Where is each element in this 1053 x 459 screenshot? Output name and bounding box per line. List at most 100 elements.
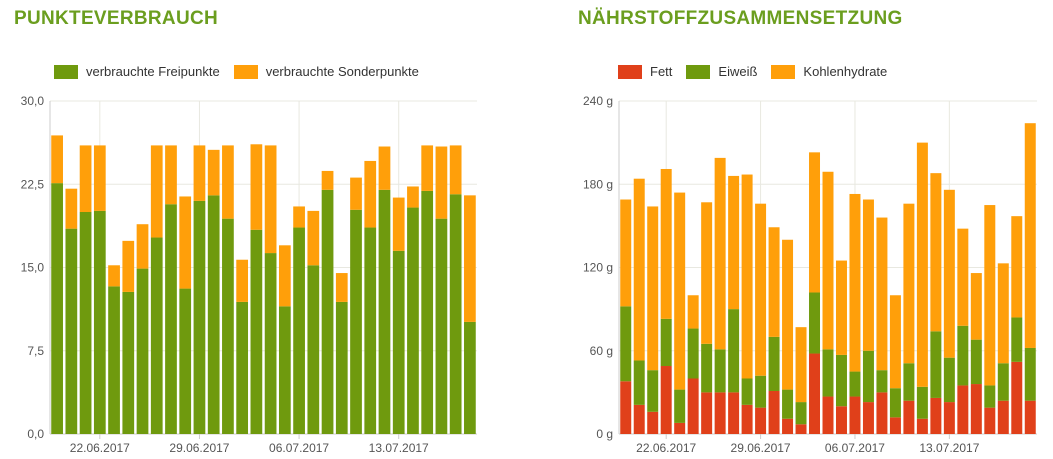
nutrients-bar-orange-11[interactable] bbox=[768, 227, 780, 337]
nutrients-bar-orange-22[interactable] bbox=[916, 142, 928, 387]
nutrients-bar-red-14[interactable] bbox=[809, 353, 821, 434]
nutrients-bar-orange-3[interactable] bbox=[660, 168, 672, 319]
nutrients-bar-green-14[interactable] bbox=[809, 292, 821, 354]
nutrients-bar-red-1[interactable] bbox=[633, 404, 645, 434]
points-bar-orange-3[interactable] bbox=[93, 145, 106, 211]
nutrients-bar-red-6[interactable] bbox=[701, 392, 713, 434]
points-bar-green-14[interactable] bbox=[250, 229, 263, 434]
nutrients-bar-green-3[interactable] bbox=[660, 318, 672, 367]
nutrients-bar-green-7[interactable] bbox=[714, 349, 726, 393]
nutrients-bar-orange-6[interactable] bbox=[701, 202, 713, 344]
nutrients-bar-orange-8[interactable] bbox=[728, 175, 740, 310]
nutrients-bar-green-15[interactable] bbox=[822, 349, 834, 397]
nutrients-bar-red-15[interactable] bbox=[822, 396, 834, 434]
points-bar-green-25[interactable] bbox=[407, 207, 419, 434]
points-bar-orange-27[interactable] bbox=[435, 146, 448, 219]
points-bar-orange-28[interactable] bbox=[449, 145, 462, 195]
nutrients-bar-green-11[interactable] bbox=[768, 336, 780, 391]
nutrients-bar-red-2[interactable] bbox=[647, 411, 659, 434]
nutrients-bar-orange-27[interactable] bbox=[984, 205, 996, 386]
points-bar-orange-21[interactable] bbox=[350, 177, 362, 210]
points-bar-orange-17[interactable] bbox=[293, 206, 305, 228]
points-bar-orange-8[interactable] bbox=[165, 145, 177, 205]
points-bar-green-11[interactable] bbox=[207, 195, 220, 434]
nutrients-bar-green-1[interactable] bbox=[633, 360, 645, 405]
legend-item-protein[interactable]: Eiweiß bbox=[686, 64, 757, 79]
points-bar-orange-26[interactable] bbox=[421, 145, 434, 191]
legend-item-special-points[interactable]: verbrauchte Sonderpunkte bbox=[233, 64, 419, 79]
nutrients-bar-orange-26[interactable] bbox=[970, 273, 982, 340]
points-bar-orange-11[interactable] bbox=[207, 149, 220, 196]
nutrients-bar-orange-21[interactable] bbox=[903, 203, 915, 364]
points-bar-green-23[interactable] bbox=[378, 189, 391, 434]
points-bar-green-22[interactable] bbox=[364, 227, 377, 434]
nutrients-bar-red-16[interactable] bbox=[835, 406, 847, 434]
points-bar-orange-22[interactable] bbox=[364, 160, 377, 228]
points-bar-green-13[interactable] bbox=[236, 301, 249, 434]
nutrients-bar-green-28[interactable] bbox=[997, 363, 1009, 401]
nutrients-bar-orange-2[interactable] bbox=[647, 206, 659, 371]
points-bar-orange-29[interactable] bbox=[464, 195, 476, 322]
points-bar-green-12[interactable] bbox=[222, 218, 234, 434]
nutrients-bar-red-9[interactable] bbox=[741, 404, 753, 434]
nutrients-bar-green-20[interactable] bbox=[889, 388, 901, 418]
points-bar-orange-0[interactable] bbox=[51, 135, 63, 184]
nutrients-bar-red-3[interactable] bbox=[660, 366, 672, 434]
points-bar-green-2[interactable] bbox=[79, 212, 92, 434]
points-bar-green-0[interactable] bbox=[51, 183, 63, 434]
nutrients-bar-green-21[interactable] bbox=[903, 363, 915, 401]
nutrients-bar-red-24[interactable] bbox=[943, 402, 955, 434]
nutrients-bar-green-25[interactable] bbox=[957, 325, 969, 386]
legend-item-fat[interactable]: Fett bbox=[618, 64, 672, 79]
nutrients-bar-red-12[interactable] bbox=[782, 418, 794, 434]
nutrients-bar-red-23[interactable] bbox=[930, 397, 942, 434]
points-bar-green-3[interactable] bbox=[93, 210, 106, 434]
nutrients-bar-green-6[interactable] bbox=[701, 343, 713, 393]
points-bar-orange-10[interactable] bbox=[193, 145, 206, 201]
nutrients-bar-green-16[interactable] bbox=[835, 354, 847, 407]
nutrients-bar-orange-15[interactable] bbox=[822, 171, 834, 350]
nutrients-bar-orange-0[interactable] bbox=[620, 199, 632, 307]
nutrients-bar-orange-13[interactable] bbox=[795, 327, 807, 403]
nutrients-bar-green-8[interactable] bbox=[728, 309, 740, 393]
nutrients-bar-green-30[interactable] bbox=[1024, 347, 1036, 401]
points-bar-green-20[interactable] bbox=[335, 301, 348, 434]
nutrients-bar-red-17[interactable] bbox=[849, 396, 861, 434]
nutrients-bar-orange-17[interactable] bbox=[849, 193, 861, 372]
points-bar-green-26[interactable] bbox=[421, 190, 434, 434]
nutrients-bar-red-30[interactable] bbox=[1024, 400, 1036, 434]
nutrients-bar-orange-9[interactable] bbox=[741, 174, 753, 379]
nutrients-bar-green-22[interactable] bbox=[916, 386, 928, 419]
points-bar-green-21[interactable] bbox=[350, 209, 362, 434]
points-bar-green-29[interactable] bbox=[464, 321, 476, 434]
nutrients-bar-orange-30[interactable] bbox=[1024, 123, 1036, 348]
nutrients-bar-orange-14[interactable] bbox=[809, 152, 821, 293]
legend-item-free-points[interactable]: verbrauchte Freipunkte bbox=[54, 64, 220, 79]
nutrients-bar-orange-20[interactable] bbox=[889, 295, 901, 389]
nutrients-bar-green-29[interactable] bbox=[1011, 317, 1023, 362]
points-bar-orange-19[interactable] bbox=[321, 170, 334, 190]
nutrients-bar-orange-5[interactable] bbox=[687, 295, 699, 329]
points-bar-orange-6[interactable] bbox=[136, 224, 149, 269]
points-bar-orange-18[interactable] bbox=[307, 210, 320, 266]
nutrients-bar-red-25[interactable] bbox=[957, 385, 969, 434]
nutrients-bar-red-20[interactable] bbox=[889, 417, 901, 434]
points-bar-orange-4[interactable] bbox=[108, 265, 120, 287]
points-bar-green-6[interactable] bbox=[136, 268, 149, 434]
points-bar-orange-20[interactable] bbox=[335, 273, 348, 302]
nutrients-bar-red-13[interactable] bbox=[795, 424, 807, 434]
nutrients-bar-green-4[interactable] bbox=[674, 389, 686, 423]
nutrients-bar-green-17[interactable] bbox=[849, 371, 861, 397]
nutrients-bar-green-5[interactable] bbox=[687, 328, 699, 379]
nutrients-bar-red-22[interactable] bbox=[916, 418, 928, 434]
points-bar-orange-5[interactable] bbox=[122, 240, 135, 292]
points-bar-green-10[interactable] bbox=[193, 200, 206, 434]
points-bar-green-19[interactable] bbox=[321, 189, 334, 434]
points-bar-green-1[interactable] bbox=[65, 228, 78, 434]
nutrients-bar-red-5[interactable] bbox=[687, 378, 699, 435]
nutrients-bar-orange-24[interactable] bbox=[943, 189, 955, 358]
points-bar-orange-9[interactable] bbox=[179, 196, 192, 289]
points-bar-orange-13[interactable] bbox=[236, 259, 249, 302]
nutrients-bar-red-29[interactable] bbox=[1011, 361, 1023, 434]
points-bar-green-27[interactable] bbox=[435, 218, 448, 434]
